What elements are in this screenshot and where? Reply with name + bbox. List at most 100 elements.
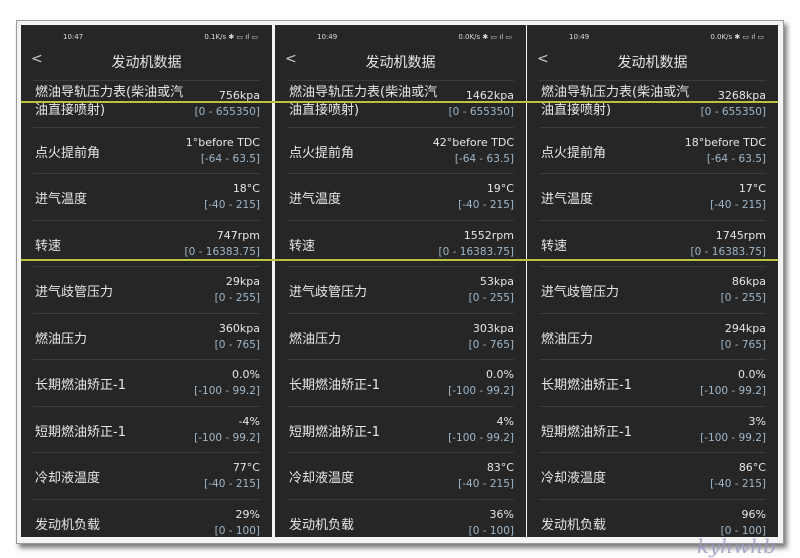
param-name: 点火提前角 <box>289 145 355 161</box>
phone-screen: 10:49 0.0K/s ✱ ▭ ıl ▭ < 发动机数据 燃油导轨压力表(柴油或汽… <box>527 25 778 537</box>
list-item[interactable]: 进气温度 18°C [-40 - 215] <box>33 173 260 220</box>
param-name: 燃油压力 <box>35 331 88 347</box>
param-range: [-40 - 215] <box>458 478 514 490</box>
param-range: [-100 - 99.2] <box>194 431 260 444</box>
status-icons: 0.1K/s ✱ ▭ ıl ▭ <box>204 33 258 41</box>
param-range: [0 - 655350] <box>448 106 514 118</box>
page-title: 发动机数据 <box>617 55 688 71</box>
status-bar: 10:47 0.1K/s ✱ ▭ ıl ▭ <box>21 25 272 49</box>
list-item[interactable]: 冷却液温度 83°C [-40 - 215] <box>287 452 514 499</box>
param-name: 点火提前角 <box>35 145 101 161</box>
param-range: [-100 - 99.2] <box>194 385 260 397</box>
status-icons: 0.0K/s ✱ ▭ ıl ▭ <box>458 33 512 41</box>
list-item[interactable]: 转速 1552rpm [0 - 16383.75] <box>287 219 514 267</box>
clock: 10:49 <box>569 33 590 41</box>
param-name: 燃油导轨压力表(柴油或汽油直接喷射) <box>289 85 438 118</box>
param-value: 19°C <box>486 182 514 195</box>
net-speed: 0.0K/s <box>458 33 481 41</box>
highlight-line <box>21 101 778 103</box>
list-item[interactable]: 发动机负载 29% [0 - 100] <box>33 498 260 538</box>
list-item[interactable]: 长期燃油矫正-1 0.0% [-100 - 99.2] <box>287 359 514 406</box>
param-range: [0 - 16383.75] <box>438 245 514 258</box>
param-value: 294kpa <box>724 321 766 335</box>
param-value: 77°C <box>232 461 260 474</box>
param-range: [0 - 255] <box>214 292 260 304</box>
param-range: [-40 - 215] <box>710 478 766 490</box>
param-name: 转速 <box>541 238 568 254</box>
list-item[interactable]: 进气歧管压力 53kpa [0 - 255] <box>287 266 514 313</box>
status-bar: 10:49 0.0K/s ✱ ▭ ıl ▭ <box>275 25 526 49</box>
param-value: 1°before TDC <box>185 135 260 149</box>
param-range: [-64 - 63.5] <box>200 152 260 165</box>
param-name: 进气温度 <box>35 192 88 207</box>
net-speed: 0.0K/s <box>710 33 733 41</box>
app-header: < 发动机数据 <box>527 49 778 79</box>
list-item[interactable]: 长期燃油矫正-1 0.0% [-100 - 99.2] <box>33 359 260 406</box>
list-item[interactable]: 点火提前角 1°before TDC [-64 - 63.5] <box>33 126 260 174</box>
app-header: < 发动机数据 <box>275 49 526 79</box>
list-item[interactable]: 点火提前角 42°before TDC [-64 - 63.5] <box>287 126 514 174</box>
param-value: 36% <box>489 507 514 521</box>
list-item[interactable]: 短期燃油矫正-1 -4% [-100 - 99.2] <box>33 405 260 453</box>
param-range: [0 - 100] <box>468 524 514 537</box>
param-range: [0 - 765] <box>214 338 260 351</box>
phone-screen: 10:49 0.0K/s ✱ ▭ ıl ▭ < 发动机数据 燃油导轨压力表(柴油或汽… <box>275 25 526 537</box>
chevron-left-icon[interactable]: < <box>31 51 43 67</box>
list-item[interactable]: 短期燃油矫正-1 4% [-100 - 99.2] <box>287 405 514 453</box>
list-item[interactable]: 转速 1745rpm [0 - 16383.75] <box>539 219 766 267</box>
param-range: [-100 - 99.2] <box>448 385 514 397</box>
list-item[interactable]: 转速 747rpm [0 - 16383.75] <box>33 219 260 267</box>
param-value: 0.0% <box>486 368 514 381</box>
list-item[interactable]: 燃油导轨压力表(柴油或汽油直接喷射) 756kpa [0 - 655350] <box>33 80 260 127</box>
param-name: 冷却液温度 <box>35 471 101 486</box>
param-value: 360kpa <box>218 321 260 335</box>
param-value: 96% <box>741 507 766 521</box>
param-range: [-40 - 215] <box>710 199 766 211</box>
param-value: 1462kpa <box>465 89 514 102</box>
list-item[interactable]: 冷却液温度 77°C [-40 - 215] <box>33 452 260 499</box>
param-value: 1745rpm <box>715 228 766 242</box>
param-name: 点火提前角 <box>541 145 607 161</box>
param-value: 0.0% <box>738 368 766 381</box>
chevron-left-icon[interactable]: < <box>537 51 549 67</box>
param-value: 756kpa <box>218 89 260 102</box>
list-item[interactable]: 进气歧管压力 86kpa [0 - 255] <box>539 266 766 313</box>
param-value: 303kpa <box>472 321 514 335</box>
list-item[interactable]: 燃油压力 360kpa [0 - 765] <box>33 312 260 360</box>
list-item[interactable]: 发动机负载 96% [0 - 100] <box>539 498 766 538</box>
list-item[interactable]: 发动机负载 36% [0 - 100] <box>287 498 514 538</box>
param-value: 747rpm <box>216 228 260 242</box>
param-range: [0 - 655350] <box>700 106 766 118</box>
param-value: 18°C <box>232 182 260 195</box>
param-name: 燃油导轨压力表(柴油或汽油直接喷射) <box>35 85 184 118</box>
param-range: [0 - 255] <box>468 292 514 304</box>
page-title: 发动机数据 <box>365 55 436 71</box>
list-item[interactable]: 进气温度 17°C [-40 - 215] <box>539 173 766 220</box>
list-item[interactable]: 进气温度 19°C [-40 - 215] <box>287 173 514 220</box>
list-item[interactable]: 燃油导轨压力表(柴油或汽油直接喷射) 3268kpa [0 - 655350] <box>539 80 766 127</box>
watermark: kyhwhb <box>696 534 776 558</box>
param-name: 发动机负载 <box>289 517 355 533</box>
param-value: 42°before TDC <box>432 135 514 149</box>
list-item[interactable]: 燃油导轨压力表(柴油或汽油直接喷射) 1462kpa [0 - 655350] <box>287 80 514 127</box>
param-range: [-100 - 99.2] <box>700 431 766 444</box>
param-name: 冷却液温度 <box>289 471 355 486</box>
chevron-left-icon[interactable]: < <box>285 51 297 67</box>
param-name: 进气歧管压力 <box>35 285 114 300</box>
param-range: [0 - 16383.75] <box>690 245 766 258</box>
list-item[interactable]: 进气歧管压力 29kpa [0 - 255] <box>33 266 260 313</box>
list-item[interactable]: 点火提前角 18°before TDC [-64 - 63.5] <box>539 126 766 174</box>
param-range: [-64 - 63.5] <box>706 152 766 165</box>
param-name: 长期燃油矫正-1 <box>289 378 380 393</box>
list-item[interactable]: 短期燃油矫正-1 3% [-100 - 99.2] <box>539 405 766 453</box>
list-item[interactable]: 长期燃油矫正-1 0.0% [-100 - 99.2] <box>539 359 766 406</box>
param-value: 3268kpa <box>717 89 766 102</box>
list-item[interactable]: 冷却液温度 86°C [-40 - 215] <box>539 452 766 499</box>
list-item[interactable]: 燃油压力 294kpa [0 - 765] <box>539 312 766 360</box>
param-name: 长期燃油矫正-1 <box>35 378 126 393</box>
param-range: [-40 - 215] <box>204 199 260 211</box>
param-name: 燃油压力 <box>541 331 594 347</box>
param-name: 长期燃油矫正-1 <box>541 378 632 393</box>
param-name: 进气歧管压力 <box>541 285 620 300</box>
list-item[interactable]: 燃油压力 303kpa [0 - 765] <box>287 312 514 360</box>
